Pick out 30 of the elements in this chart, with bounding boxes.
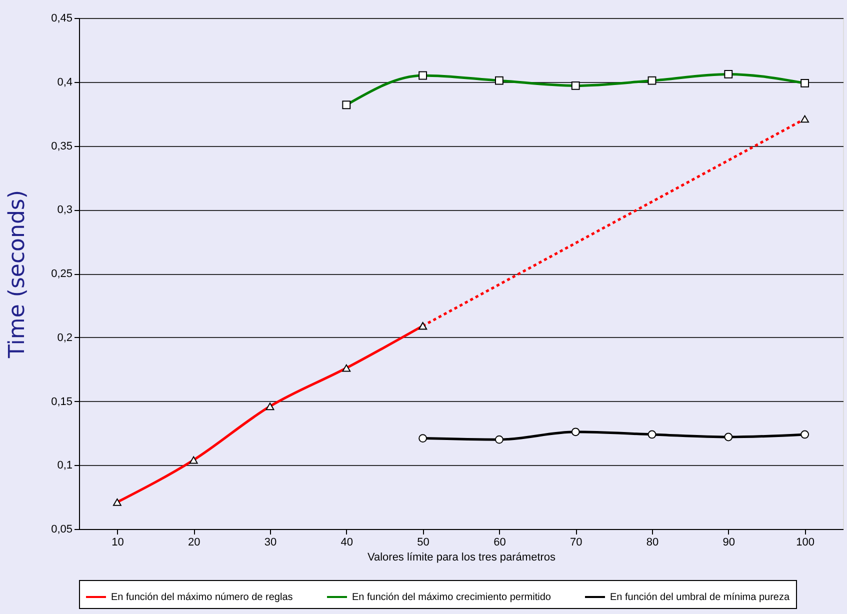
x-tick-label: 10 [112,536,124,548]
y-tick-label: 0,05 [51,524,72,536]
x-tick-label: 50 [417,536,430,548]
x-tick-label: 60 [494,536,506,548]
x-tick-label: 90 [722,536,736,548]
y-tick-label: 0,45 [51,12,72,24]
legend-label: En función del máximo número de reglas [111,592,293,603]
x-tick-label: 100 [796,536,814,548]
y-tick-label: 0,25 [51,268,72,280]
y-tick-label: 0,1 [57,460,72,472]
legend-label: En función del máximo crecimiento permitido [352,592,552,603]
point [800,430,810,439]
y-tick-label: 0,4 [57,76,72,88]
y-axis-title: Time (seconds) [5,190,30,359]
point [571,428,580,436]
y-tick-label: 0,35 [51,140,72,152]
x-tick-label: 80 [646,536,659,548]
point [418,434,428,442]
y-tick-label: 0,15 [51,396,72,408]
legend-label: En función del umbral de mínima pureza [610,592,790,603]
x-axis-title: Valores límite para los tres parámetros [367,552,556,564]
point [494,435,504,444]
y-tick-label: 0,2 [57,332,72,344]
point [648,430,656,439]
x-tick-label: 40 [340,536,354,548]
point [724,432,733,442]
y-tick-label: 0,3 [57,204,72,216]
x-tick-label: 70 [570,536,582,548]
x-tick-label: 30 [264,536,277,548]
x-tick-label: 20 [188,536,200,548]
